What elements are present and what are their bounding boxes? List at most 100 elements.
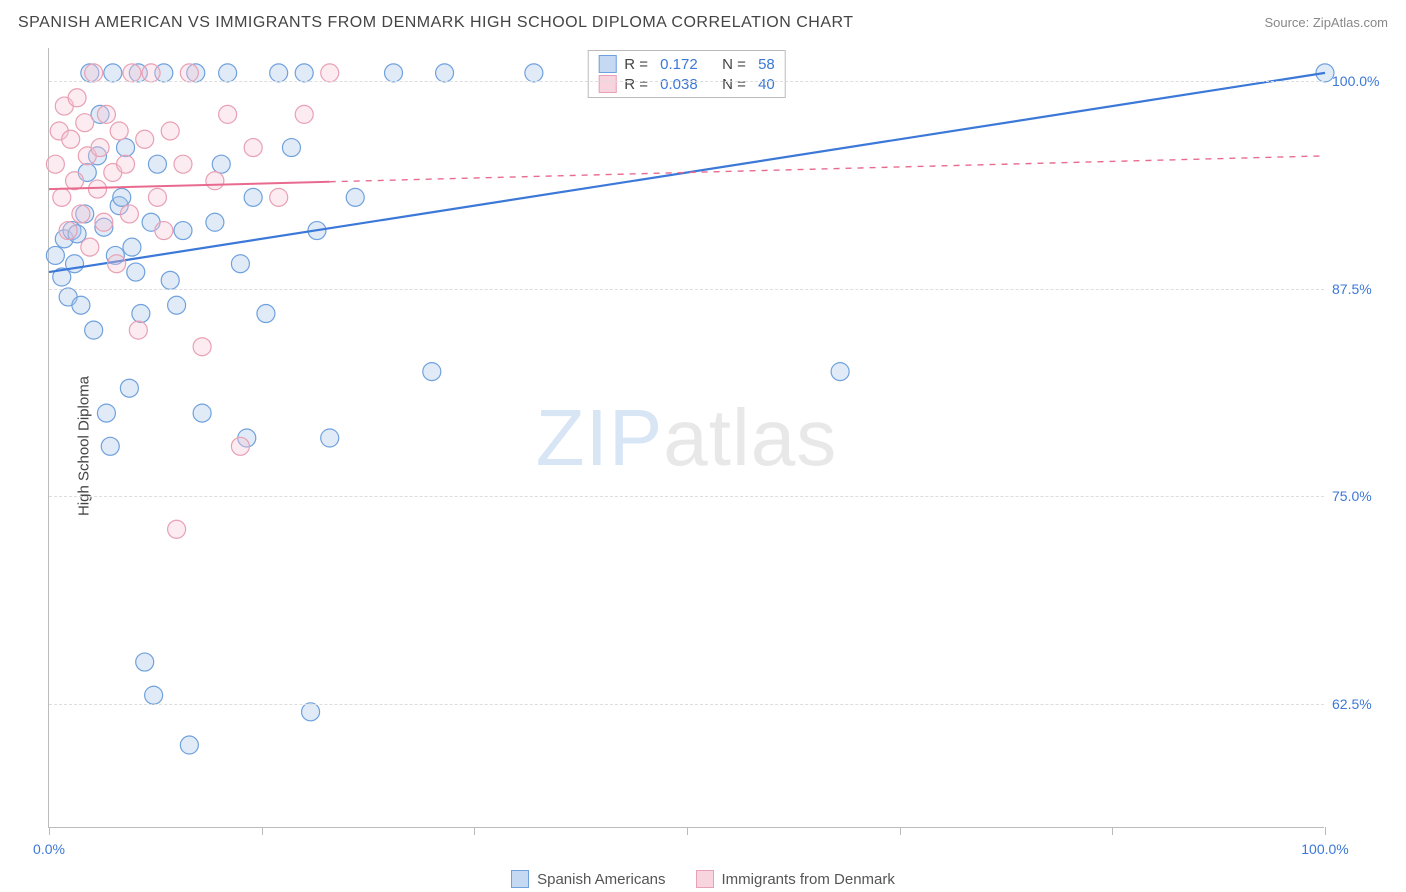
data-point: [123, 64, 141, 82]
data-point: [136, 653, 154, 671]
legend-swatch: [598, 55, 616, 73]
data-point: [436, 64, 454, 82]
data-point: [53, 188, 71, 206]
legend-swatch: [696, 870, 714, 888]
data-point: [161, 271, 179, 289]
legend-swatch: [511, 870, 529, 888]
data-point: [145, 686, 163, 704]
gridline: [49, 289, 1324, 290]
legend-n-value: 40: [758, 76, 775, 93]
x-tick-label: 0.0%: [33, 841, 65, 857]
data-point: [174, 222, 192, 240]
chart-source: Source: ZipAtlas.com: [1264, 15, 1388, 30]
data-point: [101, 437, 119, 455]
data-point: [423, 363, 441, 381]
correlation-legend: R = 0.172N = 58R = 0.038N = 40: [587, 50, 786, 98]
data-point: [180, 736, 198, 754]
data-point: [385, 64, 403, 82]
data-point: [321, 429, 339, 447]
data-point: [76, 114, 94, 132]
legend-n-label: N =: [722, 76, 750, 93]
data-point: [59, 222, 77, 240]
data-point: [257, 305, 275, 323]
data-point: [95, 213, 113, 231]
data-point: [180, 64, 198, 82]
data-point: [127, 263, 145, 281]
legend-series-name: Immigrants from Denmark: [722, 871, 895, 888]
data-point: [295, 64, 313, 82]
gridline: [49, 704, 1324, 705]
x-tick-label: 100.0%: [1301, 841, 1348, 857]
chart-title: SPANISH AMERICAN VS IMMIGRANTS FROM DENM…: [18, 14, 854, 32]
legend-r-value: 0.038: [660, 76, 714, 93]
data-point: [295, 105, 313, 123]
data-point: [219, 105, 237, 123]
data-point: [129, 321, 147, 339]
x-tick: [687, 827, 688, 835]
y-tick-label: 100.0%: [1332, 73, 1392, 89]
plot-svg: [49, 48, 1324, 827]
plot-area: R = 0.172N = 58R = 0.038N = 40 ZIPatlas …: [48, 48, 1324, 828]
legend-series-name: Spanish Americans: [537, 871, 665, 888]
data-point: [104, 64, 122, 82]
legend-corr-row: R = 0.172N = 58: [598, 55, 775, 73]
data-point: [168, 296, 186, 314]
legend-swatch: [598, 75, 616, 93]
data-point: [168, 520, 186, 538]
legend-corr-row: R = 0.038 N = 40: [598, 75, 775, 93]
data-point: [282, 139, 300, 157]
data-point: [270, 188, 288, 206]
data-point: [72, 296, 90, 314]
data-point: [244, 188, 262, 206]
data-point: [231, 437, 249, 455]
data-point: [117, 155, 135, 173]
trend-line-dashed: [330, 156, 1325, 182]
data-point: [302, 703, 320, 721]
trend-line-solid: [49, 73, 1325, 272]
data-point: [68, 89, 86, 107]
data-point: [321, 64, 339, 82]
data-point: [525, 64, 543, 82]
gridline: [49, 81, 1324, 82]
data-point: [219, 64, 237, 82]
data-point: [231, 255, 249, 273]
data-point: [142, 64, 160, 82]
data-point: [148, 188, 166, 206]
y-tick-label: 87.5%: [1332, 281, 1392, 297]
data-point: [85, 64, 103, 82]
x-tick: [49, 827, 50, 835]
data-point: [66, 172, 84, 190]
data-point: [206, 172, 224, 190]
data-point: [136, 130, 154, 148]
legend-item: Immigrants from Denmark: [696, 870, 895, 888]
data-point: [193, 338, 211, 356]
data-point: [88, 180, 106, 198]
data-point: [174, 155, 192, 173]
x-tick: [262, 827, 263, 835]
data-point: [212, 155, 230, 173]
data-point: [120, 379, 138, 397]
y-tick-label: 62.5%: [1332, 696, 1392, 712]
legend-n-label: N =: [722, 56, 750, 73]
data-point: [206, 213, 224, 231]
y-tick-label: 75.0%: [1332, 488, 1392, 504]
data-point: [123, 238, 141, 256]
data-point: [120, 205, 138, 223]
series-legend: Spanish Americans Immigrants from Denmark: [0, 870, 1406, 888]
data-point: [62, 130, 80, 148]
data-point: [155, 222, 173, 240]
chart-header: SPANISH AMERICAN VS IMMIGRANTS FROM DENM…: [18, 14, 1388, 32]
legend-r-label: R =: [624, 76, 652, 93]
x-tick: [474, 827, 475, 835]
legend-item: Spanish Americans: [511, 870, 665, 888]
data-point: [97, 105, 115, 123]
gridline: [49, 496, 1324, 497]
legend-r-value: 0.172: [660, 56, 714, 73]
data-point: [244, 139, 262, 157]
data-point: [193, 404, 211, 422]
legend-r-label: R =: [624, 56, 652, 73]
data-point: [346, 188, 364, 206]
data-point: [132, 305, 150, 323]
data-point: [81, 238, 99, 256]
x-tick: [1325, 827, 1326, 835]
